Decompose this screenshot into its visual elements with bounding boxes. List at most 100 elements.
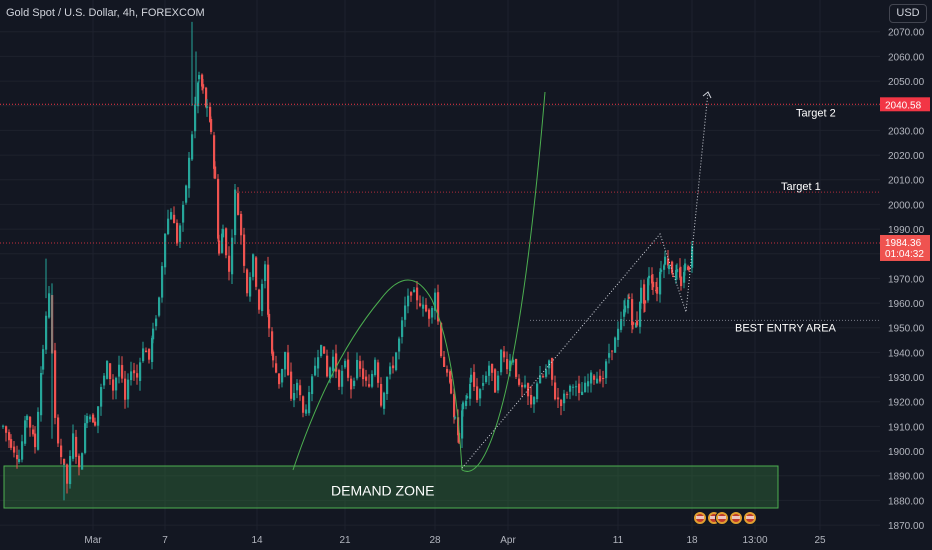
- candle-body: [470, 374, 473, 382]
- candle-body: [636, 320, 639, 326]
- x-tick-label: 13:00: [742, 535, 767, 546]
- candle-body: [176, 222, 179, 244]
- candle-body: [545, 369, 548, 377]
- candle-body: [63, 458, 66, 466]
- candle-body: [530, 394, 533, 405]
- x-tick-label: 21: [339, 535, 351, 546]
- y-tick-label: 1990.00: [888, 225, 925, 236]
- candle-body: [643, 284, 646, 304]
- candle-body: [32, 429, 35, 435]
- candle-body: [425, 304, 428, 312]
- candle-body: [560, 399, 563, 407]
- x-tick-label: 25: [814, 535, 826, 546]
- candle-body: [500, 349, 503, 373]
- y-tick-label: 1970.00: [888, 274, 925, 285]
- candle-body: [299, 385, 302, 396]
- candle-body: [261, 283, 264, 312]
- candle-body: [326, 355, 329, 377]
- candle-body: [632, 322, 635, 325]
- y-tick-label: 1890.00: [888, 472, 925, 483]
- candle-body: [575, 386, 578, 388]
- candle-body: [296, 382, 299, 391]
- candle-body: [614, 337, 617, 353]
- candle-body: [672, 275, 675, 277]
- y-tick-label: 1870.00: [888, 521, 925, 532]
- y-tick-label: 2030.00: [888, 126, 925, 137]
- candle-body: [440, 322, 443, 357]
- candle-body: [81, 453, 84, 470]
- candle-body: [521, 385, 524, 388]
- candle-body: [691, 245, 694, 268]
- candle-body: [590, 372, 593, 384]
- candle-body: [362, 368, 365, 380]
- candle-body: [86, 416, 89, 424]
- candle-body: [431, 307, 434, 318]
- candle-body: [395, 352, 398, 371]
- candle-body: [684, 263, 687, 271]
- candle-body: [115, 377, 118, 391]
- candle-body: [121, 365, 124, 379]
- candle-body: [454, 417, 457, 419]
- candle-body: [209, 106, 212, 122]
- candle-body: [133, 370, 136, 374]
- candle-body: [258, 289, 261, 310]
- candle-body: [335, 353, 338, 372]
- candle-body: [234, 189, 237, 236]
- candle-body: [213, 135, 216, 169]
- candle-body: [246, 269, 249, 294]
- candle-body: [268, 313, 271, 329]
- candle-body: [671, 261, 674, 274]
- candle-body: [551, 357, 554, 380]
- candle-body: [202, 84, 205, 89]
- event-flag-stripe: [718, 516, 726, 519]
- candle-body: [422, 304, 425, 309]
- candle-body: [563, 393, 566, 404]
- candle-body: [599, 375, 602, 382]
- candle-body: [205, 87, 208, 107]
- candle-body: [305, 409, 308, 414]
- currency-selector-button[interactable]: USD: [889, 4, 927, 23]
- candle-body: [57, 417, 60, 444]
- candle-body: [252, 254, 255, 277]
- candle-body: [89, 416, 92, 420]
- candle-body: [675, 269, 678, 279]
- candle-body: [688, 267, 691, 270]
- candle-body: [118, 364, 121, 377]
- candle-body: [18, 459, 21, 463]
- candle-body: [377, 362, 380, 383]
- demand-zone-box: [3, 465, 779, 509]
- candle-body: [596, 378, 599, 384]
- x-tick-label: Mar: [84, 535, 102, 546]
- candle-body: [491, 363, 494, 373]
- candle-body: [494, 369, 497, 393]
- candle-body: [37, 411, 40, 450]
- symbol-title: Gold Spot / U.S. Dollar, 4h, FOREXCOM: [6, 7, 205, 19]
- candle-body: [488, 365, 491, 376]
- candle-body: [465, 400, 468, 406]
- candle-body: [161, 266, 164, 298]
- candle-body: [323, 346, 326, 354]
- bar-countdown-text: 01:04:32: [885, 249, 924, 260]
- chart-grid: [0, 0, 880, 530]
- y-tick-label: 2050.00: [888, 77, 925, 88]
- candle-body: [542, 376, 545, 378]
- event-flag-stripe: [696, 516, 704, 519]
- x-tick-label: 7: [162, 535, 168, 546]
- candle-body: [624, 305, 627, 313]
- candle-body: [332, 356, 335, 371]
- candle-body: [16, 454, 19, 460]
- candle-body: [302, 396, 305, 413]
- candle-body: [197, 82, 200, 107]
- candle-body: [679, 267, 682, 278]
- economic-events[interactable]: [693, 511, 757, 525]
- candle-body: [278, 373, 281, 385]
- y-tick-label: 2000.00: [888, 200, 925, 211]
- candle-body: [437, 292, 440, 322]
- candle-body: [428, 309, 431, 319]
- candle-body: [45, 315, 48, 350]
- candle-body: [29, 416, 32, 428]
- candle-body: [158, 297, 161, 316]
- current-price-badge: [880, 234, 930, 261]
- candle-body: [182, 204, 185, 223]
